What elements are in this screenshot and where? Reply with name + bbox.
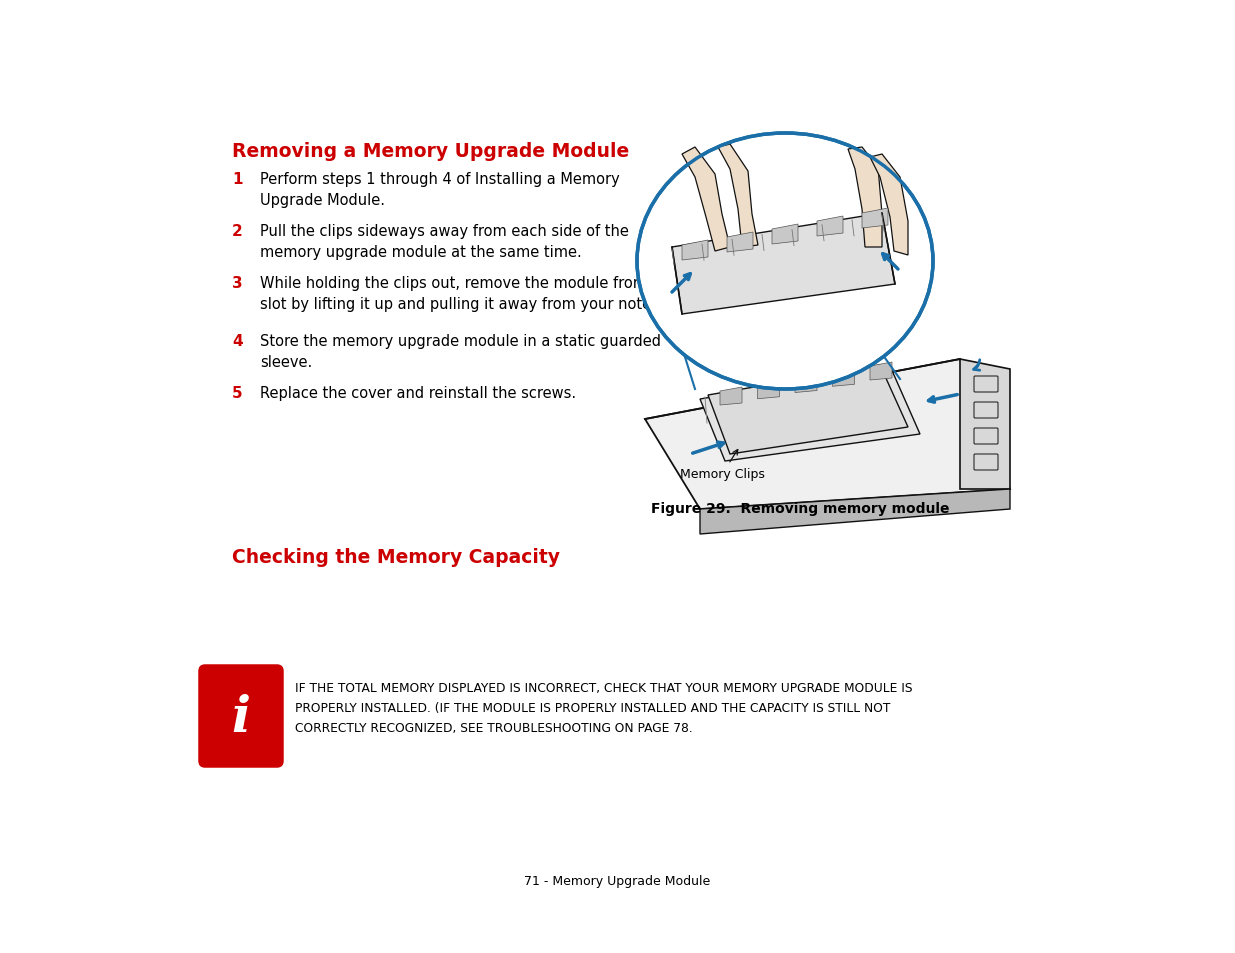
Text: 1: 1 xyxy=(232,172,242,187)
Polygon shape xyxy=(795,375,818,393)
FancyBboxPatch shape xyxy=(974,402,998,418)
Polygon shape xyxy=(727,233,753,253)
Polygon shape xyxy=(772,225,798,245)
Text: Memory Clips: Memory Clips xyxy=(680,450,764,480)
Text: Store the memory upgrade module in a static guarded
sleeve.: Store the memory upgrade module in a sta… xyxy=(261,334,661,370)
Polygon shape xyxy=(700,490,1010,535)
Polygon shape xyxy=(757,381,779,399)
Polygon shape xyxy=(720,388,742,406)
Polygon shape xyxy=(869,363,892,380)
Polygon shape xyxy=(869,154,908,255)
Polygon shape xyxy=(645,359,1010,510)
Polygon shape xyxy=(718,145,758,248)
Polygon shape xyxy=(672,213,895,314)
Text: 3: 3 xyxy=(232,275,242,291)
Polygon shape xyxy=(818,216,844,236)
Text: i: i xyxy=(231,694,251,742)
Polygon shape xyxy=(960,359,1010,490)
Text: 5: 5 xyxy=(232,386,242,400)
Text: CORRECTLY RECOGNIZED, SEE TROUBLESHOOTING ON PAGE 78.: CORRECTLY RECOGNIZED, SEE TROUBLESHOOTIN… xyxy=(295,721,693,734)
FancyBboxPatch shape xyxy=(974,429,998,444)
Polygon shape xyxy=(708,366,908,455)
FancyBboxPatch shape xyxy=(200,666,282,766)
Text: 4: 4 xyxy=(232,334,242,349)
Text: 71 - Memory Upgrade Module: 71 - Memory Upgrade Module xyxy=(524,874,710,887)
Polygon shape xyxy=(682,148,730,252)
Text: Checking the Memory Capacity: Checking the Memory Capacity xyxy=(232,547,559,566)
Text: Removing a Memory Upgrade Module: Removing a Memory Upgrade Module xyxy=(232,142,630,161)
Text: While holding the clips out, remove the module from the
slot by lifting it up an: While holding the clips out, remove the … xyxy=(261,275,692,312)
Text: IF THE TOTAL MEMORY DISPLAYED IS INCORRECT, CHECK THAT YOUR MEMORY UPGRADE MODUL: IF THE TOTAL MEMORY DISPLAYED IS INCORRE… xyxy=(295,681,913,695)
Polygon shape xyxy=(682,241,708,261)
Text: 2: 2 xyxy=(232,224,243,239)
FancyBboxPatch shape xyxy=(974,376,998,393)
FancyBboxPatch shape xyxy=(974,455,998,471)
Text: Figure 29.  Removing memory module: Figure 29. Removing memory module xyxy=(651,501,950,516)
Text: Perform steps 1 through 4 of Installing a Memory
Upgrade Module.: Perform steps 1 through 4 of Installing … xyxy=(261,172,620,208)
Polygon shape xyxy=(832,369,855,387)
Text: PROPERLY INSTALLED. (IF THE MODULE IS PROPERLY INSTALLED AND THE CAPACITY IS STI: PROPERLY INSTALLED. (IF THE MODULE IS PR… xyxy=(295,701,890,714)
Ellipse shape xyxy=(637,133,932,390)
Text: Pull the clips sideways away from each side of the
memory upgrade module at the : Pull the clips sideways away from each s… xyxy=(261,224,629,260)
Polygon shape xyxy=(862,209,888,229)
Polygon shape xyxy=(848,148,882,248)
Polygon shape xyxy=(700,367,920,461)
Text: Replace the cover and reinstall the screws.: Replace the cover and reinstall the scre… xyxy=(261,386,576,400)
